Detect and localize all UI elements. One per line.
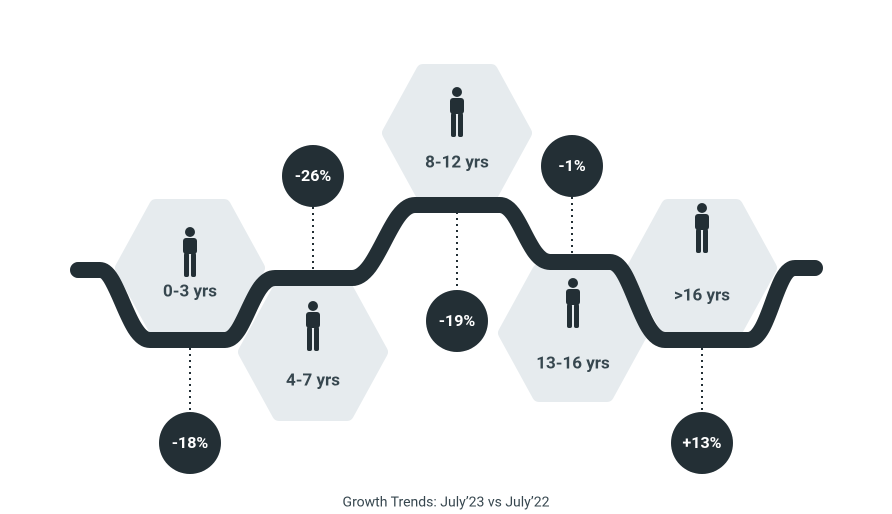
- change-circle: [541, 135, 603, 197]
- change-label: -1%: [558, 156, 585, 175]
- icon-head: [308, 301, 318, 311]
- icon-leg: [567, 304, 572, 328]
- icon-body: [450, 98, 464, 114]
- icon-leg: [314, 327, 319, 351]
- hexagons: [115, 64, 777, 421]
- change-circle: [426, 290, 488, 352]
- hexagon: [115, 199, 265, 337]
- change-label: -19%: [439, 311, 476, 330]
- icon-leg: [458, 113, 463, 137]
- connectors: -18% 0-3 yrs -26% 4-7 yrs -19% 8-12 yrs -1% 13-…: [159, 135, 733, 474]
- icon-leg: [696, 229, 701, 253]
- icon-head: [185, 227, 195, 237]
- icons: [183, 87, 709, 351]
- hexagon: [498, 264, 648, 402]
- hexagon: [382, 64, 532, 202]
- stage-label: >16 yrs: [674, 285, 730, 305]
- icon-leg: [184, 253, 189, 277]
- person-icon: [183, 227, 197, 277]
- stage-label: 0-3 yrs: [163, 281, 217, 301]
- change-label: +13%: [683, 433, 722, 452]
- hexagon: [238, 283, 388, 421]
- stage-label: 13-16 yrs: [536, 353, 610, 373]
- icon-body: [306, 312, 320, 328]
- change-label: -18%: [172, 433, 209, 452]
- icon-leg: [703, 229, 708, 253]
- icon-body: [695, 214, 709, 230]
- icon-head: [697, 203, 707, 213]
- icon-body: [566, 289, 580, 305]
- icon-head: [452, 87, 462, 97]
- icon-leg: [307, 327, 312, 351]
- person-icon: [566, 278, 580, 328]
- icon-leg: [191, 253, 196, 277]
- change-circle: [282, 145, 344, 207]
- caption: Growth Trends: July’23 vs July’22: [343, 495, 550, 511]
- person-icon: [695, 203, 709, 253]
- icon-body: [183, 238, 197, 254]
- person-icon: [450, 87, 464, 137]
- icon-leg: [574, 304, 579, 328]
- stage-label: 8-12 yrs: [425, 152, 489, 172]
- change-circle: [159, 412, 221, 474]
- person-icon: [306, 301, 320, 351]
- stage-label: 4-7 yrs: [286, 370, 340, 390]
- icon-head: [568, 278, 578, 288]
- icon-leg: [451, 113, 456, 137]
- change-label: -26%: [295, 166, 332, 185]
- change-circle: [671, 412, 733, 474]
- hexagon: [627, 199, 777, 337]
- timeline-path: [70, 197, 823, 348]
